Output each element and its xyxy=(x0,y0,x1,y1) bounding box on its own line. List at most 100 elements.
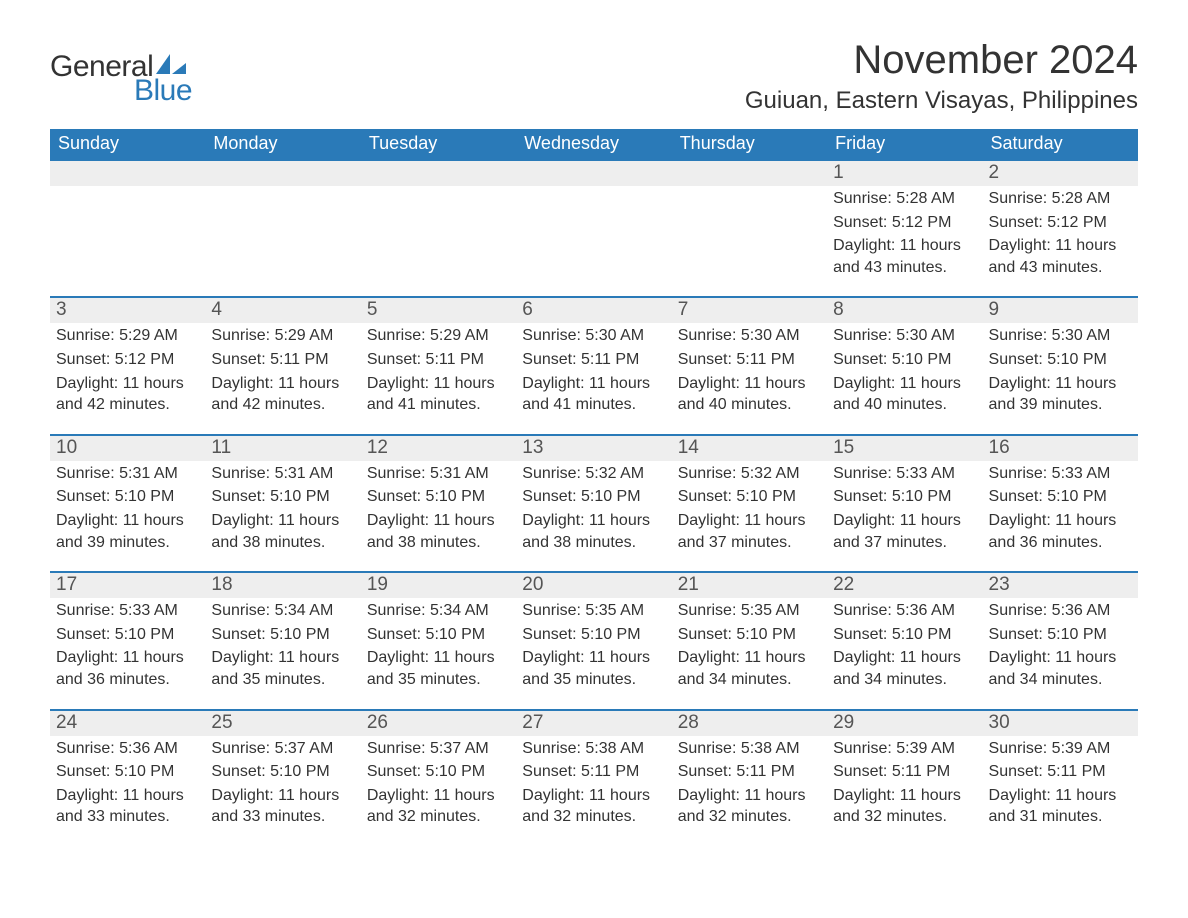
sunrise-text: Sunrise: 5:32 AM xyxy=(522,463,663,485)
day-number: 26 xyxy=(361,711,516,736)
sunset-text: Sunset: 5:12 PM xyxy=(989,212,1130,234)
sunrise-text: Sunrise: 5:33 AM xyxy=(989,463,1130,485)
sunset-text: Sunset: 5:10 PM xyxy=(833,486,974,508)
sunrise-text: Sunrise: 5:36 AM xyxy=(833,600,974,622)
day-cell: Sunrise: 5:36 AMSunset: 5:10 PMDaylight:… xyxy=(983,598,1138,708)
day-cell: Sunrise: 5:37 AMSunset: 5:10 PMDaylight:… xyxy=(205,736,360,846)
header: General Blue November 2024 Guiuan, Easte… xyxy=(50,30,1138,123)
day-number: 12 xyxy=(361,436,516,461)
day-cell xyxy=(672,186,827,296)
day-number: 25 xyxy=(205,711,360,736)
day-number xyxy=(361,161,516,186)
day-cell: Sunrise: 5:33 AMSunset: 5:10 PMDaylight:… xyxy=(50,598,205,708)
day-number: 21 xyxy=(672,573,827,598)
sunset-text: Sunset: 5:11 PM xyxy=(833,761,974,783)
day-number xyxy=(205,161,360,186)
sunset-text: Sunset: 5:11 PM xyxy=(522,349,663,371)
sunrise-text: Sunrise: 5:35 AM xyxy=(522,600,663,622)
weeks-container: 12Sunrise: 5:28 AMSunset: 5:12 PMDayligh… xyxy=(50,159,1138,846)
daylight-text: Daylight: 11 hours and 35 minutes. xyxy=(211,647,352,690)
day-number: 11 xyxy=(205,436,360,461)
day-cell: Sunrise: 5:33 AMSunset: 5:10 PMDaylight:… xyxy=(827,461,982,571)
daynum-strip: 24252627282930 xyxy=(50,709,1138,736)
daylight-text: Daylight: 11 hours and 43 minutes. xyxy=(989,235,1130,278)
daylight-text: Daylight: 11 hours and 34 minutes. xyxy=(678,647,819,690)
daynum-strip: 3456789 xyxy=(50,296,1138,323)
daylight-text: Daylight: 11 hours and 32 minutes. xyxy=(678,785,819,828)
sunrise-text: Sunrise: 5:28 AM xyxy=(833,188,974,210)
sunrise-text: Sunrise: 5:31 AM xyxy=(211,463,352,485)
sunset-text: Sunset: 5:10 PM xyxy=(833,349,974,371)
page: General Blue November 2024 Guiuan, Easte… xyxy=(0,0,1188,886)
sunset-text: Sunset: 5:10 PM xyxy=(211,761,352,783)
daylight-text: Daylight: 11 hours and 34 minutes. xyxy=(989,647,1130,690)
daylight-text: Daylight: 11 hours and 33 minutes. xyxy=(56,785,197,828)
day-number: 20 xyxy=(516,573,671,598)
day-cell xyxy=(516,186,671,296)
day-cell xyxy=(361,186,516,296)
day-header-wed: Wednesday xyxy=(516,129,671,159)
day-cell: Sunrise: 5:39 AMSunset: 5:11 PMDaylight:… xyxy=(827,736,982,846)
sunset-text: Sunset: 5:10 PM xyxy=(367,624,508,646)
daylight-text: Daylight: 11 hours and 41 minutes. xyxy=(367,373,508,416)
day-number: 27 xyxy=(516,711,671,736)
day-number: 30 xyxy=(983,711,1138,736)
day-cell: Sunrise: 5:28 AMSunset: 5:12 PMDaylight:… xyxy=(983,186,1138,296)
sunset-text: Sunset: 5:10 PM xyxy=(367,761,508,783)
brand-logo: General Blue xyxy=(50,50,192,108)
sunset-text: Sunset: 5:11 PM xyxy=(678,761,819,783)
day-number xyxy=(672,161,827,186)
day-cell: Sunrise: 5:29 AMSunset: 5:11 PMDaylight:… xyxy=(361,323,516,433)
sunrise-text: Sunrise: 5:38 AM xyxy=(678,738,819,760)
daylight-text: Daylight: 11 hours and 35 minutes. xyxy=(367,647,508,690)
sunset-text: Sunset: 5:10 PM xyxy=(989,624,1130,646)
sunrise-text: Sunrise: 5:30 AM xyxy=(989,325,1130,347)
sunrise-text: Sunrise: 5:32 AM xyxy=(678,463,819,485)
sunrise-text: Sunrise: 5:30 AM xyxy=(678,325,819,347)
sunrise-text: Sunrise: 5:29 AM xyxy=(367,325,508,347)
sunrise-text: Sunrise: 5:28 AM xyxy=(989,188,1130,210)
sunrise-text: Sunrise: 5:31 AM xyxy=(56,463,197,485)
sunrise-text: Sunrise: 5:35 AM xyxy=(678,600,819,622)
day-number: 8 xyxy=(827,298,982,323)
week-row: Sunrise: 5:31 AMSunset: 5:10 PMDaylight:… xyxy=(50,461,1138,571)
sunset-text: Sunset: 5:10 PM xyxy=(56,624,197,646)
day-number: 3 xyxy=(50,298,205,323)
sunrise-text: Sunrise: 5:38 AM xyxy=(522,738,663,760)
day-number: 16 xyxy=(983,436,1138,461)
week-row: Sunrise: 5:28 AMSunset: 5:12 PMDaylight:… xyxy=(50,186,1138,296)
day-number: 15 xyxy=(827,436,982,461)
daylight-text: Daylight: 11 hours and 32 minutes. xyxy=(522,785,663,828)
calendar: Sunday Monday Tuesday Wednesday Thursday… xyxy=(50,129,1138,846)
brand-blue: Blue xyxy=(134,74,192,108)
day-cell: Sunrise: 5:29 AMSunset: 5:12 PMDaylight:… xyxy=(50,323,205,433)
title-block: November 2024 Guiuan, Eastern Visayas, P… xyxy=(745,30,1138,123)
day-cell: Sunrise: 5:28 AMSunset: 5:12 PMDaylight:… xyxy=(827,186,982,296)
sunset-text: Sunset: 5:10 PM xyxy=(211,486,352,508)
day-number: 28 xyxy=(672,711,827,736)
sunrise-text: Sunrise: 5:39 AM xyxy=(989,738,1130,760)
daylight-text: Daylight: 11 hours and 40 minutes. xyxy=(678,373,819,416)
daylight-text: Daylight: 11 hours and 34 minutes. xyxy=(833,647,974,690)
day-number: 22 xyxy=(827,573,982,598)
day-number: 18 xyxy=(205,573,360,598)
day-number xyxy=(516,161,671,186)
daylight-text: Daylight: 11 hours and 42 minutes. xyxy=(211,373,352,416)
day-cell: Sunrise: 5:29 AMSunset: 5:11 PMDaylight:… xyxy=(205,323,360,433)
day-cell: Sunrise: 5:36 AMSunset: 5:10 PMDaylight:… xyxy=(50,736,205,846)
daylight-text: Daylight: 11 hours and 38 minutes. xyxy=(522,510,663,553)
day-cell: Sunrise: 5:30 AMSunset: 5:11 PMDaylight:… xyxy=(516,323,671,433)
daynum-strip: 10111213141516 xyxy=(50,434,1138,461)
sunset-text: Sunset: 5:10 PM xyxy=(522,486,663,508)
day-cell: Sunrise: 5:31 AMSunset: 5:10 PMDaylight:… xyxy=(361,461,516,571)
week-row: Sunrise: 5:36 AMSunset: 5:10 PMDaylight:… xyxy=(50,736,1138,846)
sunrise-text: Sunrise: 5:37 AM xyxy=(211,738,352,760)
daynum-strip: 12 xyxy=(50,159,1138,186)
sunrise-text: Sunrise: 5:29 AM xyxy=(211,325,352,347)
week-row: Sunrise: 5:33 AMSunset: 5:10 PMDaylight:… xyxy=(50,598,1138,708)
day-cell: Sunrise: 5:33 AMSunset: 5:10 PMDaylight:… xyxy=(983,461,1138,571)
day-cell: Sunrise: 5:38 AMSunset: 5:11 PMDaylight:… xyxy=(672,736,827,846)
sunset-text: Sunset: 5:11 PM xyxy=(522,761,663,783)
daylight-text: Daylight: 11 hours and 42 minutes. xyxy=(56,373,197,416)
day-number: 24 xyxy=(50,711,205,736)
